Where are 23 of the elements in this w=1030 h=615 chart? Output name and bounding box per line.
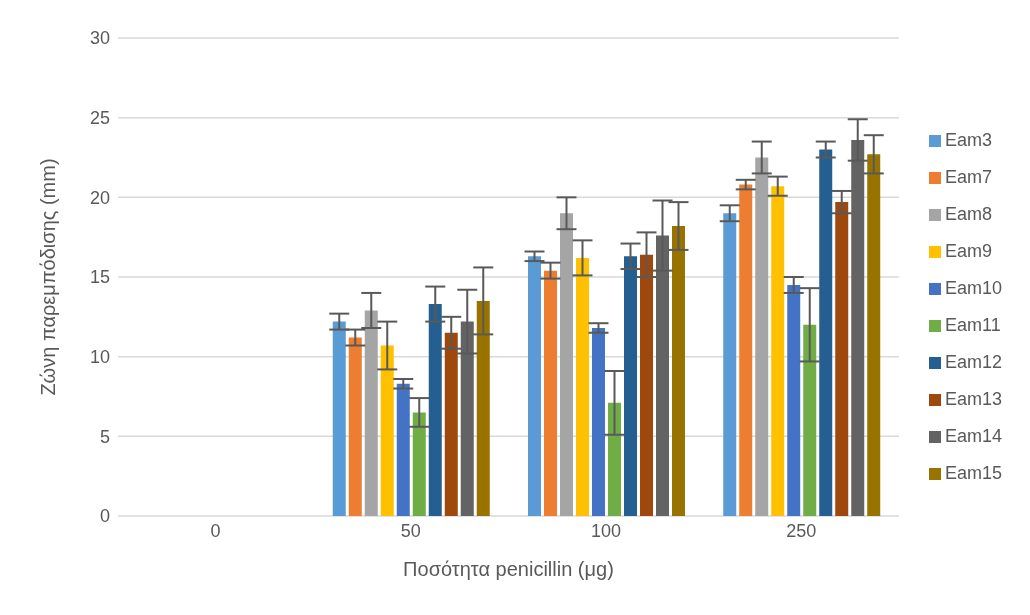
- legend-label: Eam3: [944, 130, 992, 150]
- legend-label: Eam7: [944, 167, 992, 187]
- y-tick-label: 30: [89, 28, 110, 49]
- legend-label: Eam9: [944, 241, 992, 261]
- x-axis-title: Ποσότητα penicillin (μg): [403, 558, 614, 580]
- legend-label: Eam11: [944, 315, 1001, 335]
- x-tick-label: 100: [591, 520, 622, 541]
- x-tick-label: 250: [786, 520, 817, 541]
- y-tick-label: 5: [99, 426, 110, 447]
- y-tick-label: 10: [89, 347, 110, 368]
- legend-label: Eam14: [944, 426, 1002, 446]
- x-tick-label: 0: [210, 520, 221, 541]
- legend-label: Eam15: [944, 463, 1002, 483]
- y-axis-title: Ζώνη παρεμπόδισης (mm): [37, 158, 60, 396]
- y-tick-label: 20: [89, 187, 110, 208]
- x-tick-label: 50: [400, 520, 421, 541]
- legend-label: Eam13: [944, 389, 1002, 409]
- legend-label: Eam12: [944, 352, 1002, 372]
- legend-label: Eam8: [944, 204, 992, 224]
- legend-label: Eam10: [944, 278, 1002, 298]
- y-tick-label: 0: [99, 506, 110, 527]
- y-tick-label: 25: [89, 108, 110, 129]
- y-tick-label: 15: [89, 267, 110, 288]
